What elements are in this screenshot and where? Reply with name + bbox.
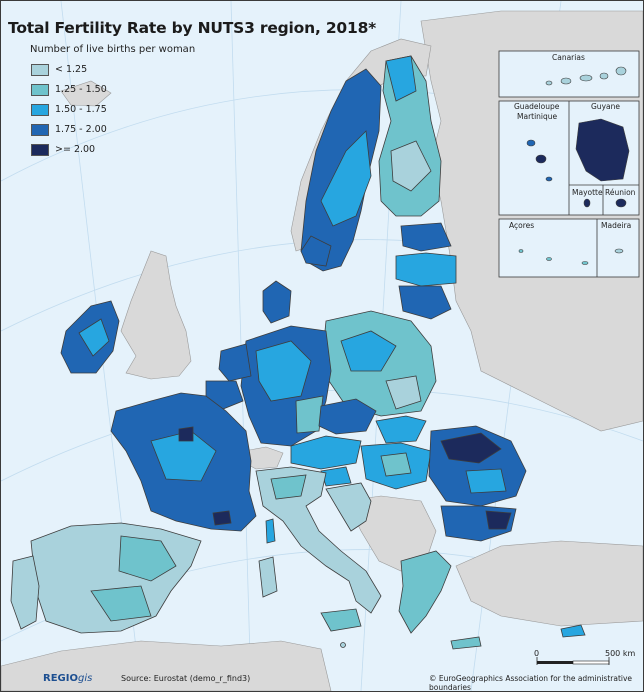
eu-regions (10, 55, 586, 650)
inset-label-mayotte: Mayotte (572, 188, 603, 197)
scale-bar (536, 657, 610, 665)
legend-item: < 1.25 (31, 63, 87, 76)
legend-item: 1.75 - 2.00 (31, 123, 107, 136)
legend-item: 1.50 - 1.75 (31, 103, 107, 116)
source-note: Source: Eurostat (demo_r_find3) (121, 674, 251, 683)
legend-label: >= 2.00 (55, 144, 96, 155)
inset-dividers (568, 101, 639, 277)
legend-swatch (31, 123, 49, 136)
inset-label-madeira: Madeira (601, 221, 632, 230)
legend-item: 1.25 - 1.50 (31, 83, 107, 96)
logo-bold-text: REGIO (43, 673, 78, 684)
legend-label: 1.25 - 1.50 (55, 84, 107, 95)
inset-label-canarias: Canarias (552, 53, 585, 62)
legend-item: >= 2.00 (31, 143, 95, 156)
legend-swatch (31, 83, 49, 96)
legend-label: < 1.25 (55, 64, 88, 75)
logo-italic-text: gis (77, 673, 93, 684)
inset-label-acores: Açores (509, 221, 535, 230)
legend-label: 1.75 - 2.00 (55, 124, 107, 135)
scale-label-end: 500 km (605, 649, 636, 658)
legend-swatch (31, 143, 49, 156)
legend-label: 1.50 - 1.75 (55, 104, 107, 115)
inset-label-martinique: Martinique (517, 112, 558, 121)
inset-regions (518, 66, 630, 265)
inset-label-reunion: Réunion (605, 188, 636, 197)
inset-label-guyane: Guyane (591, 102, 620, 111)
regiogis-logo: REGIOgis (43, 673, 92, 684)
copyright-note: © EuroGeographics Association for the ad… (429, 674, 633, 692)
legend-swatch (31, 103, 49, 116)
inset-label-guadeloupe: Guadeloupe (514, 102, 560, 111)
map-title: Total Fertility Rate by NUTS3 region, 20… (8, 19, 377, 37)
legend-swatch (31, 63, 49, 76)
legend-title: Number of live births per woman (30, 44, 196, 55)
scale-label-start: 0 (534, 649, 540, 658)
